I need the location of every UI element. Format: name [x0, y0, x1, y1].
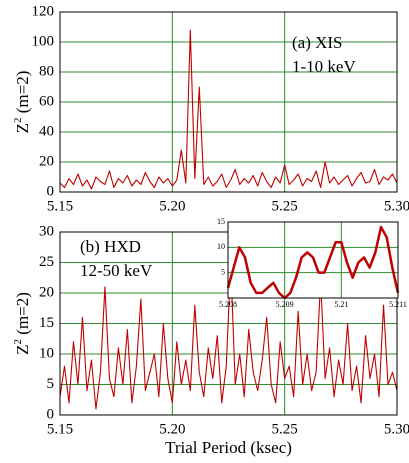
y-tick-label: 15: [39, 315, 54, 331]
x-tick-label: 5.211: [389, 300, 407, 309]
annotation: (b) HXD: [80, 237, 141, 256]
y-tick-label: 25: [39, 254, 54, 270]
y-tick-label: 20: [39, 284, 54, 300]
data-line: [226, 225, 400, 300]
y-axis-label-rest: (m=2): [13, 292, 32, 339]
y-tick-label: 20: [39, 153, 54, 169]
x-tick-label: 5.15: [47, 421, 73, 437]
x-tick-label: 5.15: [47, 198, 73, 214]
y-tick-label: 30: [39, 223, 54, 239]
x-tick-label: 5.20: [159, 198, 185, 214]
x-tick-label: 5.25: [272, 421, 298, 437]
data-line: [59, 29, 398, 190]
x-tick-label: 5.208: [219, 300, 237, 309]
y-tick-label: 40: [39, 123, 54, 139]
y-axis-label-main: Z: [13, 123, 32, 133]
y-tick-label: 80: [39, 63, 54, 79]
annotation: (a) XIS: [292, 33, 343, 52]
y-tick-label: 120: [32, 3, 55, 19]
y-axis-label: Z2 (m=2): [12, 292, 32, 355]
y-axis-label-main: Z: [13, 345, 32, 355]
y-tick-label: 0: [47, 183, 55, 199]
x-tick-label: 5.20: [159, 421, 185, 437]
y-tick-label: 100: [32, 33, 55, 49]
x-axis-label: Trial Period (ksec): [165, 438, 292, 457]
y-axis-label: Z2 (m=2): [12, 71, 32, 134]
plot-frame: [59, 11, 398, 193]
y-tick-label: 0: [47, 406, 55, 422]
x-tick-label: 5.25: [272, 198, 298, 214]
y-tick-label: 10: [217, 242, 225, 251]
annotation: 12-50 keV: [80, 261, 153, 280]
y-tick-label: 15: [217, 217, 225, 226]
data-line: [59, 261, 398, 410]
y-axis-label-rest: (m=2): [13, 71, 32, 118]
x-tick-label: 5.30: [384, 421, 409, 437]
y-tick-label: 5: [47, 376, 55, 392]
y-tick-label: 5: [221, 267, 225, 276]
y-tick-label: 60: [39, 93, 54, 109]
y-tick-label: 10: [39, 345, 54, 361]
plot-frame: [227, 221, 399, 299]
x-tick-label: 5.30: [384, 198, 409, 214]
annotation: 1-10 keV: [292, 57, 356, 76]
x-tick-label: 5.21: [334, 300, 348, 309]
y-axis-label-sup: 2: [12, 118, 24, 124]
y-axis-label-sup: 2: [12, 339, 24, 345]
x-tick-label: 5.209: [276, 300, 294, 309]
